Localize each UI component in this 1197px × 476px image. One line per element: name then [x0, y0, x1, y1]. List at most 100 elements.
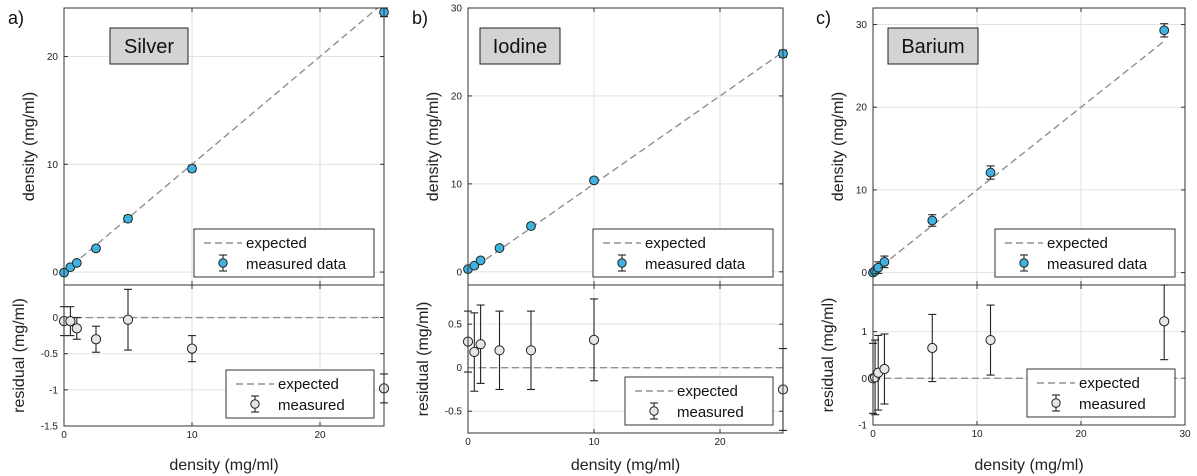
y-axis-label: residual (mg/ml): [11, 298, 28, 413]
main-axes-1: 0 10 20 30 density (mg/ml) expected measured d…: [425, 4, 788, 286]
x-tick-label: 30: [1179, 429, 1191, 440]
y-tick-label: 0: [456, 267, 462, 278]
residual-point: [122, 314, 134, 325]
expected-line: [873, 40, 1165, 274]
legend-measured-label: measured: [677, 404, 744, 421]
residual-point: [71, 323, 82, 334]
legend-marker: [250, 399, 260, 409]
residual-point: [985, 334, 996, 346]
x-axis-label: density (mg/ml): [571, 457, 680, 474]
y-tick-label: -1: [858, 421, 867, 432]
x-tick-label: 0: [870, 429, 876, 440]
axes-frame: [63, 284, 385, 427]
legend-measured-label: measured data: [246, 256, 347, 273]
data-point: [879, 256, 890, 267]
panel-title: Barium: [901, 36, 964, 58]
x-axis-label: density (mg/ml): [169, 457, 278, 474]
x-tick-label: 10: [186, 430, 198, 441]
y-tick-label: 30: [856, 20, 868, 31]
y-tick-label: 10: [856, 185, 868, 196]
data-point: [91, 243, 101, 254]
y-tick-label: 20: [856, 103, 868, 114]
y-tick-label: 20: [451, 91, 463, 102]
panel-title-box: [887, 27, 979, 65]
expected-line: [64, 8, 379, 273]
panel-letter: b): [412, 8, 428, 28]
main-axes-0: 0 10 20 density (mg/ml) expected measured dat…: [21, 7, 389, 286]
x-tick-label: 10: [971, 429, 983, 440]
y-tick-label: 10: [451, 179, 463, 190]
y-tick-label: -0.5: [41, 349, 59, 360]
panel-title-box: [109, 27, 189, 65]
legend-box: [592, 228, 774, 278]
expected-line: [468, 51, 783, 273]
data-point: [475, 255, 486, 266]
legend-expected-label: expected: [1047, 235, 1108, 252]
y-tick-label: 0: [861, 374, 867, 385]
legend-box: [193, 228, 375, 278]
legend-measured-label: measured: [278, 397, 345, 414]
legend-expected-label: expected: [246, 235, 307, 252]
residual-point: [588, 334, 600, 345]
panel-title: Silver: [124, 36, 174, 58]
y-tick-label: -1: [49, 385, 58, 396]
data-point: [469, 260, 480, 271]
data-point: [1159, 25, 1170, 36]
y-tick-label: 30: [451, 4, 463, 15]
axes-frame: [467, 284, 784, 434]
residual-point: [186, 343, 198, 354]
legend: expected measured data: [994, 228, 1176, 278]
legend-measured-label: measured: [1079, 396, 1146, 413]
residual-point: [927, 342, 938, 354]
legend-box: [624, 376, 774, 426]
y-axis-label: density (mg/ml): [830, 92, 847, 201]
panel-title-box: [479, 27, 561, 65]
legend-measured-label: measured data: [645, 256, 746, 273]
residual-axes-1: 0 10 20 -0.5 0 0.5 residual (mg/ml) expected mea…: [415, 284, 789, 448]
x-tick-label: 10: [588, 437, 600, 448]
data-point: [985, 167, 996, 178]
legend-box: [994, 228, 1176, 278]
residual-point: [469, 346, 480, 358]
y-tick-label: 0: [52, 313, 58, 324]
x-tick-label: 20: [1075, 429, 1087, 440]
y-axis-label: density (mg/ml): [21, 92, 38, 201]
data-point: [494, 243, 505, 253]
data-point: [927, 215, 938, 226]
y-tick-label: 10: [47, 160, 59, 171]
x-tick-label: 0: [61, 430, 67, 441]
residual-point: [494, 345, 505, 356]
x-axis-label: density (mg/ml): [974, 457, 1083, 474]
y-axis-label: residual (mg/ml): [820, 298, 837, 413]
residual-point: [475, 339, 486, 350]
data-point: [187, 163, 197, 174]
y-axis-label: residual (mg/ml): [415, 302, 432, 417]
y-tick-label: 0: [52, 268, 58, 279]
y-tick-label: 0.5: [448, 320, 462, 331]
legend-marker: [218, 258, 228, 268]
panel-letter: a): [8, 8, 24, 28]
legend: expected measured data: [193, 228, 375, 278]
residual-point: [1159, 316, 1170, 327]
residual-point: [65, 316, 76, 327]
y-tick-label: 1: [861, 327, 867, 338]
residual-point: [879, 363, 890, 375]
y-tick-label: 0: [456, 363, 462, 374]
legend: expected measured: [1026, 368, 1176, 418]
data-point: [526, 221, 536, 231]
data-point: [123, 213, 133, 224]
legend-expected-label: expected: [278, 376, 339, 393]
legend: expected measured: [225, 369, 375, 419]
y-tick-label: 20: [47, 52, 59, 63]
residual-axes-0: 0 10 20 -1.5 -1 -0.5 0 residual (mg/ml) expected…: [11, 284, 390, 441]
y-tick-label: -0.5: [445, 407, 463, 418]
legend-box: [225, 369, 375, 419]
y-tick-label: 0: [861, 268, 867, 279]
data-point: [589, 175, 599, 186]
legend: expected measured data: [592, 228, 774, 278]
legend-expected-label: expected: [677, 383, 738, 400]
residual-point: [525, 345, 537, 356]
legend: expected measured: [624, 376, 774, 426]
